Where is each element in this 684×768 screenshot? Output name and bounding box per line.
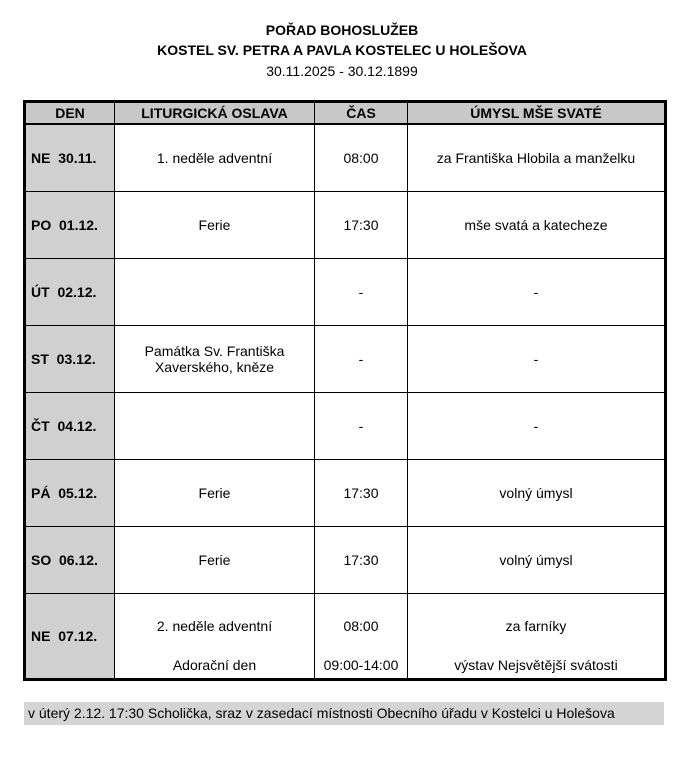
celebration-cell: Ferie xyxy=(114,459,315,527)
schedule-table: DEN LITURGICKÁ OSLAVA ČAS ÚMYSL MŠE SVAT… xyxy=(23,100,667,681)
celebration-cell: 1. neděle adventní xyxy=(114,123,315,192)
celebration-cell xyxy=(114,392,315,460)
table-row: SO 06.12. Ferie 17:30 volný úmysl xyxy=(24,526,666,594)
column-header-celebration: LITURGICKÁ OSLAVA xyxy=(114,101,315,125)
time-cell: - xyxy=(314,392,408,460)
time-cell: 17:30 xyxy=(314,459,408,527)
day-cell: NE 07.12. xyxy=(24,593,115,680)
announcement-note: v úterý 2.12. 17:30 Scholička, sraz v za… xyxy=(24,702,664,725)
table-header: DEN LITURGICKÁ OSLAVA ČAS ÚMYSL MŠE SVAT… xyxy=(24,101,666,125)
day-cell: ÚT 02.12. xyxy=(24,258,115,326)
celebration-line: Adorační den xyxy=(172,657,257,673)
day-cell: ST 03.12. xyxy=(24,325,115,393)
table-row: NE 30.11. 1. neděle adventní 08:00 za Frant… xyxy=(24,123,666,192)
intention-cell: za farníky výstav Nejsvětější svátosti xyxy=(407,593,666,680)
day-cell: SO 06.12. xyxy=(24,526,115,594)
day-cell: PÁ 05.12. xyxy=(24,459,115,527)
document-title: POŘAD BOHOSLUŽEB xyxy=(265,22,419,38)
intention-line: výstav Nejsvětější svátosti xyxy=(454,657,618,673)
day-cell: NE 30.11. xyxy=(24,123,115,192)
date-range: 30.11.2025 - 30.12.1899 xyxy=(266,63,418,79)
column-header-intention: ÚMYSL MŠE SVATÉ xyxy=(407,101,666,125)
table-row: ST 03.12. Památka Sv. Františka Xaverskéh… xyxy=(24,325,666,393)
column-header-day: DEN xyxy=(24,101,115,125)
intention-cell: za Františka Hlobila a manželku xyxy=(407,123,666,192)
day-cell: PO 01.12. xyxy=(24,191,115,259)
intention-cell: - xyxy=(407,325,666,393)
table-row: PO 01.12. Ferie 17:30 mše svatá a katecheze xyxy=(24,191,666,259)
table-row: ČT 04.12. - - xyxy=(24,392,666,460)
table-row: ÚT 02.12. - - xyxy=(24,258,666,326)
time-cell: 08:00 xyxy=(314,123,408,192)
celebration-cell: Ferie xyxy=(114,526,315,594)
intention-cell: - xyxy=(407,392,666,460)
church-name: KOSTEL SV. PETRA A PAVLA KOSTELEC U HOLE… xyxy=(157,42,527,58)
time-cell: 08:00 09:00-14:00 xyxy=(314,593,408,680)
day-cell: ČT 04.12. xyxy=(24,392,115,460)
column-header-time: ČAS xyxy=(314,101,408,125)
intention-line: za farníky xyxy=(505,618,567,634)
celebration-cell: 2. neděle adventní Adorační den xyxy=(114,593,315,680)
celebration-cell xyxy=(114,258,315,326)
time-line: 09:00-14:00 xyxy=(323,657,399,673)
intention-cell: - xyxy=(407,258,666,326)
time-cell: 17:30 xyxy=(314,526,408,594)
celebration-cell: Památka Sv. Františka Xaverského, kněze xyxy=(114,325,315,393)
time-line: 08:00 xyxy=(343,618,379,634)
intention-cell: mše svatá a katecheze xyxy=(407,191,666,259)
table-row: PÁ 05.12. Ferie 17:30 volný úmysl xyxy=(24,459,666,527)
table-row: NE 07.12. 2. neděle adventní Adorační den… xyxy=(24,593,666,680)
intention-cell: volný úmysl xyxy=(407,459,666,527)
time-cell: 17:30 xyxy=(314,191,408,259)
celebration-line: 2. neděle adventní xyxy=(156,618,273,634)
intention-cell: volný úmysl xyxy=(407,526,666,594)
celebration-cell: Ferie xyxy=(114,191,315,259)
time-cell: - xyxy=(314,258,408,326)
time-cell: - xyxy=(314,325,408,393)
